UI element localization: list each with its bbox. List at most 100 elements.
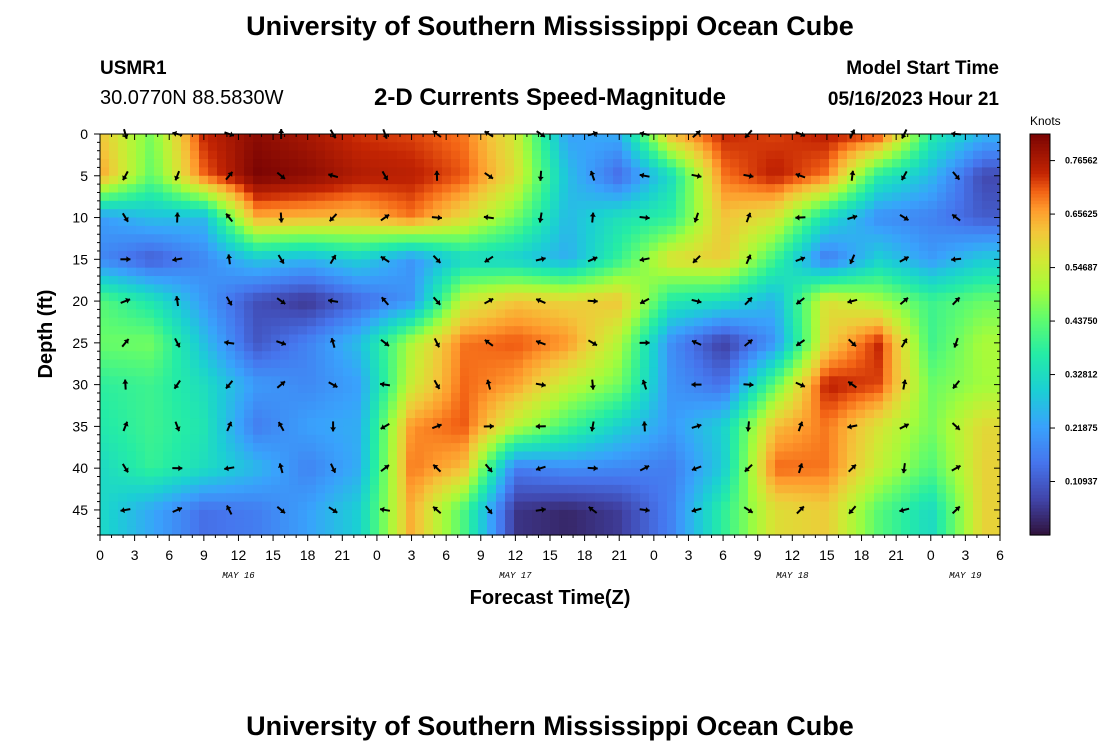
heat-cell — [100, 484, 110, 494]
heat-cell — [388, 509, 398, 519]
heat-cell — [937, 367, 947, 377]
heat-cell — [595, 259, 605, 269]
heat-cell — [613, 501, 623, 511]
heat-cell — [847, 142, 857, 152]
heat-cell — [928, 142, 938, 152]
heat-cell — [937, 209, 947, 219]
heat-cell — [649, 259, 659, 269]
heat-cell — [946, 175, 956, 185]
heat-cell — [748, 468, 758, 478]
heat-cell — [622, 217, 632, 227]
heat-cell — [901, 276, 911, 285]
heat-cell — [577, 334, 587, 344]
heat-cell — [550, 184, 560, 194]
heat-cell — [685, 493, 695, 503]
heat-cell — [964, 451, 974, 461]
heat-cell — [118, 292, 128, 302]
heat-cell — [577, 401, 587, 411]
heat-cell — [775, 392, 785, 402]
heat-cell — [658, 209, 668, 219]
heat-cell — [307, 334, 317, 344]
heat-cell — [550, 518, 560, 528]
current-arrow — [901, 379, 908, 390]
heat-cell — [658, 409, 668, 419]
heat-cell — [397, 359, 407, 369]
heat-cell — [784, 250, 794, 260]
heat-cell — [397, 250, 407, 260]
heat-cell — [856, 209, 866, 219]
heat-cell — [775, 326, 785, 336]
heat-cell — [370, 501, 380, 511]
heat-cell — [181, 267, 191, 277]
heat-cell — [685, 234, 695, 244]
heat-cell — [793, 225, 803, 235]
heat-cell — [361, 392, 371, 402]
heat-cell — [874, 259, 884, 269]
heat-cell — [703, 384, 713, 394]
heat-cell — [559, 518, 569, 528]
heat-cell — [748, 284, 758, 294]
heat-cell — [541, 518, 551, 528]
heat-cell — [874, 184, 884, 194]
heat-cell — [649, 526, 659, 536]
heat-cell — [109, 509, 119, 519]
heat-cell — [127, 317, 137, 327]
heat-cell — [739, 342, 749, 352]
heat-cell — [775, 142, 785, 152]
heat-cell — [469, 484, 479, 494]
heat-cell — [784, 409, 794, 419]
heat-cell — [172, 367, 182, 377]
heat-cell — [307, 309, 317, 319]
heat-cell — [964, 309, 974, 319]
heat-cell — [406, 184, 416, 194]
current-arrow — [953, 337, 959, 348]
heat-cell — [766, 217, 776, 227]
heat-cell — [253, 192, 263, 202]
heat-cell — [532, 426, 542, 436]
heat-cell — [190, 443, 200, 453]
heat-cell — [820, 242, 830, 252]
heat-cell — [595, 142, 605, 152]
heat-cell — [694, 476, 704, 486]
heat-cell — [604, 443, 614, 453]
heat-cell — [973, 175, 983, 185]
heat-cell — [181, 301, 191, 311]
heat-cell — [730, 209, 740, 219]
heat-cell — [856, 317, 866, 327]
heat-cell — [226, 342, 236, 352]
heat-cell — [775, 250, 785, 260]
heat-cell — [559, 401, 569, 411]
heat-cell — [613, 326, 623, 336]
heat-cell — [883, 259, 893, 269]
heat-cell — [901, 409, 911, 419]
heat-cell — [199, 309, 209, 319]
heat-cell — [730, 367, 740, 377]
heat-cell — [244, 493, 254, 503]
heat-cell — [739, 175, 749, 185]
heat-cell — [523, 434, 533, 444]
heat-cell — [820, 418, 830, 427]
heat-cell — [316, 484, 326, 494]
heat-cell — [523, 276, 533, 285]
heat-cell — [667, 468, 677, 478]
heat-cell — [811, 367, 821, 377]
heat-cell — [397, 167, 407, 177]
heat-cell — [280, 342, 290, 352]
heat-cell — [163, 292, 173, 302]
heat-cell — [487, 418, 497, 427]
current-arrow — [329, 254, 337, 265]
heat-cell — [784, 326, 794, 336]
heat-cell — [622, 392, 632, 402]
heat-cell — [568, 468, 578, 478]
heat-cell — [190, 184, 200, 194]
current-arrow — [639, 214, 650, 221]
heat-cell — [919, 326, 929, 336]
heat-cell — [523, 159, 533, 169]
heat-cell — [325, 409, 335, 419]
heat-cell — [667, 292, 677, 302]
heat-cell — [199, 359, 209, 369]
heat-cell — [361, 334, 371, 344]
heat-cell — [487, 334, 497, 344]
heat-cell — [280, 225, 290, 235]
heat-cell — [910, 501, 920, 511]
